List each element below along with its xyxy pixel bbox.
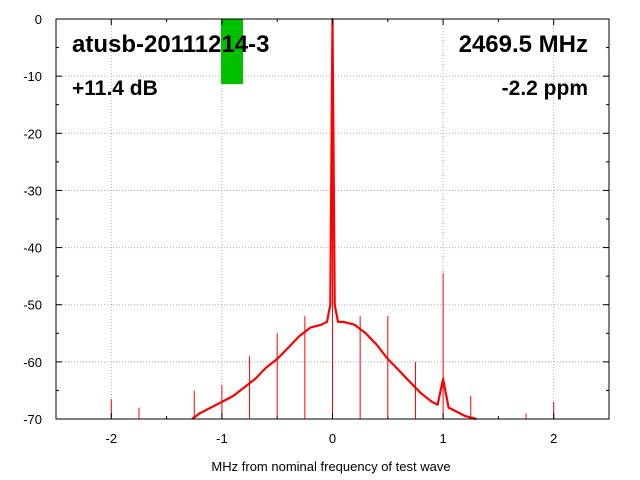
y-tick-label: -20 — [23, 126, 42, 141]
y-tick-label: -40 — [23, 241, 42, 256]
y-tick-label: -30 — [23, 183, 42, 198]
x-tick-label: -2 — [106, 431, 118, 446]
y-tick-label: -70 — [23, 412, 42, 427]
x-tick-label: 1 — [439, 431, 446, 446]
frequency-readout: 2469.5 MHz — [459, 31, 588, 58]
y-tick-label: -60 — [23, 355, 42, 370]
y-tick-label: -10 — [23, 69, 42, 84]
spectrum-line — [191, 17, 477, 421]
level-readout: +11.4 dB — [72, 77, 158, 100]
x-tick-label: 2 — [550, 431, 557, 446]
y-tick-label: -50 — [23, 298, 42, 313]
x-axis-label: MHz from nominal frequency of test wave — [211, 459, 450, 474]
level-bar-group — [221, 19, 243, 85]
offset-readout: -2.2 ppm — [502, 77, 588, 100]
device-name: atusb-20111214-3 — [72, 31, 269, 58]
x-tick-label: -1 — [216, 431, 228, 446]
tick-labels: 0-10-20-30-40-50-60-70-2 -1 0 1 2 — [23, 12, 609, 446]
level-bar — [221, 19, 243, 85]
y-tick-label: 0 — [35, 12, 42, 27]
x-tick-label: 0 — [329, 431, 336, 446]
data-series — [110, 17, 610, 421]
